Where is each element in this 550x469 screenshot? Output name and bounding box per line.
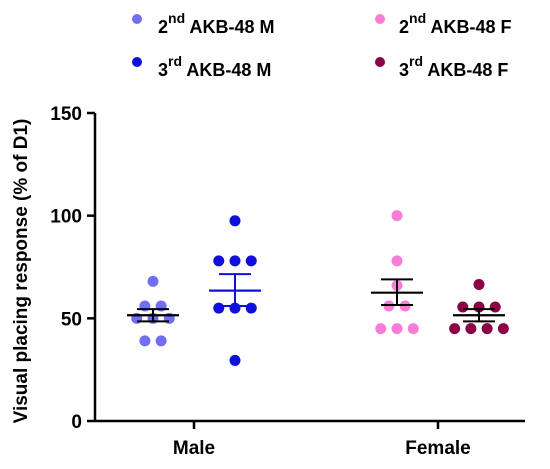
legend: 2nd AKB-48 M 2nd AKB-48 F 3rd AKB-48 M 3rd …: [132, 10, 511, 80]
data-point: [147, 275, 159, 287]
legend-item: 3rd AKB-48 M: [132, 53, 271, 80]
data-point: [489, 301, 501, 313]
data-point: [229, 354, 241, 366]
legend-item: 2nd AKB-48 F: [375, 10, 511, 37]
data-point: [383, 300, 395, 312]
data-point: [481, 323, 493, 335]
legend-marker: [132, 57, 142, 67]
series-group: [449, 278, 509, 335]
data-point: [399, 300, 411, 312]
x-tick-label: Male: [173, 438, 215, 459]
data-point: [375, 323, 387, 335]
legend-marker: [375, 57, 385, 67]
data-point: [229, 215, 241, 227]
y-tick-label: 100: [50, 207, 82, 228]
data-point: [213, 302, 225, 314]
data-point: [155, 335, 167, 347]
data-point: [245, 302, 257, 314]
data-point: [449, 323, 461, 335]
data-point: [391, 255, 403, 267]
y-tick-label: 0: [71, 412, 82, 433]
y-axis: 0 50 100 150: [50, 104, 97, 433]
legend-label: 3rd AKB-48 M: [158, 53, 271, 80]
data-point: [391, 210, 403, 222]
data-point: [391, 323, 403, 335]
x-axis: Male Female: [95, 419, 525, 459]
y-axis-label: Visual placing response (% of D1): [11, 119, 32, 424]
series-group: [209, 215, 261, 366]
series-group: [127, 275, 179, 347]
data-marks: [127, 210, 509, 366]
x-tick-label: Female: [405, 438, 470, 459]
legend-item: 3rd AKB-48 F: [375, 53, 508, 80]
legend-label: 2nd AKB-48 F: [399, 10, 511, 37]
data-point: [139, 335, 151, 347]
y-tick-label: 150: [50, 104, 82, 125]
data-point: [457, 301, 469, 313]
legend-label: 2nd AKB-48 M: [158, 10, 274, 37]
data-point: [213, 255, 225, 267]
data-point: [245, 255, 257, 267]
data-point: [407, 323, 419, 335]
data-point: [497, 323, 509, 335]
data-point: [229, 255, 241, 267]
legend-label: 3rd AKB-48 F: [399, 53, 508, 80]
data-point: [473, 278, 485, 290]
legend-marker: [132, 14, 142, 24]
legend-marker: [375, 14, 385, 24]
series-group: [371, 210, 423, 335]
data-point: [465, 323, 477, 335]
y-tick-label: 50: [61, 309, 82, 330]
legend-item: 2nd AKB-48 M: [132, 10, 274, 37]
